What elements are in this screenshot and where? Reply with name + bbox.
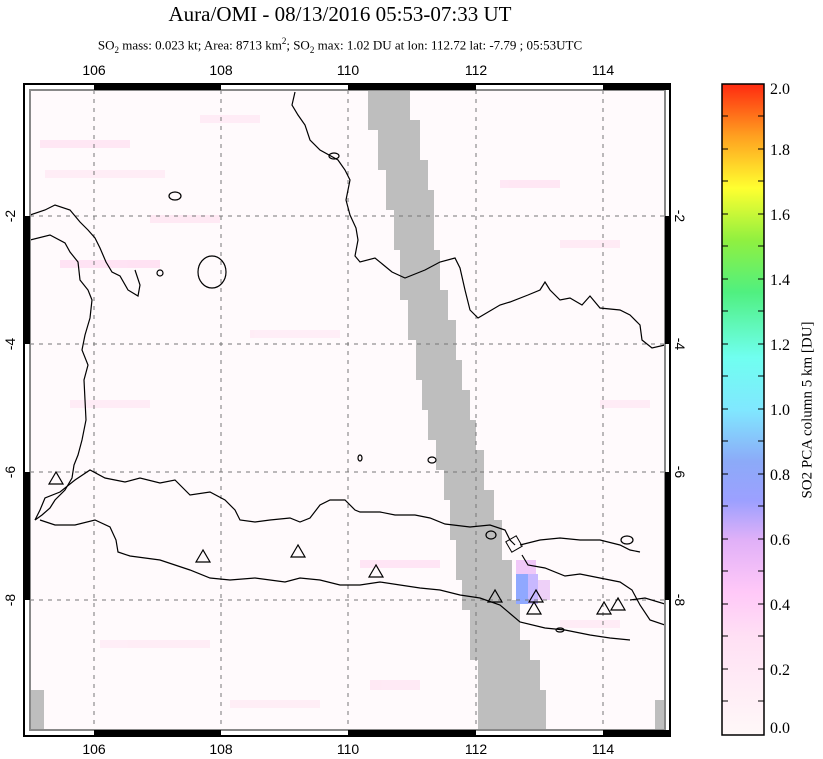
x-tick-bottom-108: 108: [209, 741, 233, 757]
chart-subtitle: SO2 mass: 0.023 kt; Area: 8713 km2; SO2 …: [97, 36, 583, 55]
so2-plume: [516, 560, 550, 604]
y-tick-right-2: -2: [672, 209, 689, 223]
x-tick-top-112: 112: [464, 62, 488, 78]
colorbar-title: SO2 PCA column 5 km [DU]: [799, 321, 816, 499]
missing-data-swath: [30, 90, 665, 730]
volcano-markers: [47, 470, 627, 615]
x-tick-top-114: 114: [591, 62, 615, 78]
x-tick-bottom-114: 114: [591, 741, 615, 757]
colorbar-tick-0.2: 0.2: [770, 662, 790, 679]
colorbar-tick-1.4: 1.4: [770, 272, 790, 289]
x-tick-top-108: 108: [209, 62, 233, 78]
colorbar: [721, 83, 765, 736]
colorbar-tick-0.6: 0.6: [770, 532, 790, 549]
y-tick-left-4: -4: [2, 337, 19, 351]
coastlines: [30, 91, 665, 641]
y-tick-right-6: -6: [672, 465, 689, 479]
x-tick-bottom-110: 110: [336, 741, 360, 757]
x-tick-bottom-112: 112: [464, 741, 488, 757]
y-tick-left-2: -2: [2, 209, 19, 223]
colorbar-ticks: [722, 115, 764, 702]
y-tick-left-6: -6: [2, 465, 19, 479]
x-tick-top-110: 110: [336, 62, 360, 78]
colorbar-tick-2.0: 2.0: [770, 81, 790, 98]
colorbar-tick-1.8: 1.8: [770, 142, 790, 159]
axis-bars: [24, 84, 671, 736]
inner-frame: [29, 89, 666, 731]
y-tick-right-8: -8: [672, 593, 689, 607]
colorbar-tick-1.2: 1.2: [770, 337, 790, 354]
outer-frame: [23, 83, 671, 737]
so2-mass-text: mass: 0.023 kt; Area: 8713 km: [122, 37, 282, 53]
colorbar-tick-1.0: 1.0: [770, 402, 790, 419]
y-tick-right-4: -4: [672, 337, 689, 351]
gridlines: [30, 90, 665, 730]
so2-max-text: max: 1.02 DU at lon: 112.72 lat: -7.79 ;…: [317, 37, 583, 53]
chart-title: Aura/OMI - 08/13/2016 05:53-07:33 UT: [168, 2, 512, 26]
colorbar-tick-0.8: 0.8: [770, 467, 790, 484]
x-tick-bottom-106: 106: [82, 741, 106, 757]
so2-faint-pixels: [40, 115, 650, 708]
colorbar-tick-0.4: 0.4: [770, 597, 790, 614]
x-tick-top-106: 106: [82, 62, 106, 78]
colorbar-tick-1.6: 1.6: [770, 207, 790, 224]
y-tick-left-8: -8: [2, 593, 19, 607]
location-marker: [505, 535, 523, 553]
colorbar-tick-0.0: 0.0: [770, 720, 790, 737]
